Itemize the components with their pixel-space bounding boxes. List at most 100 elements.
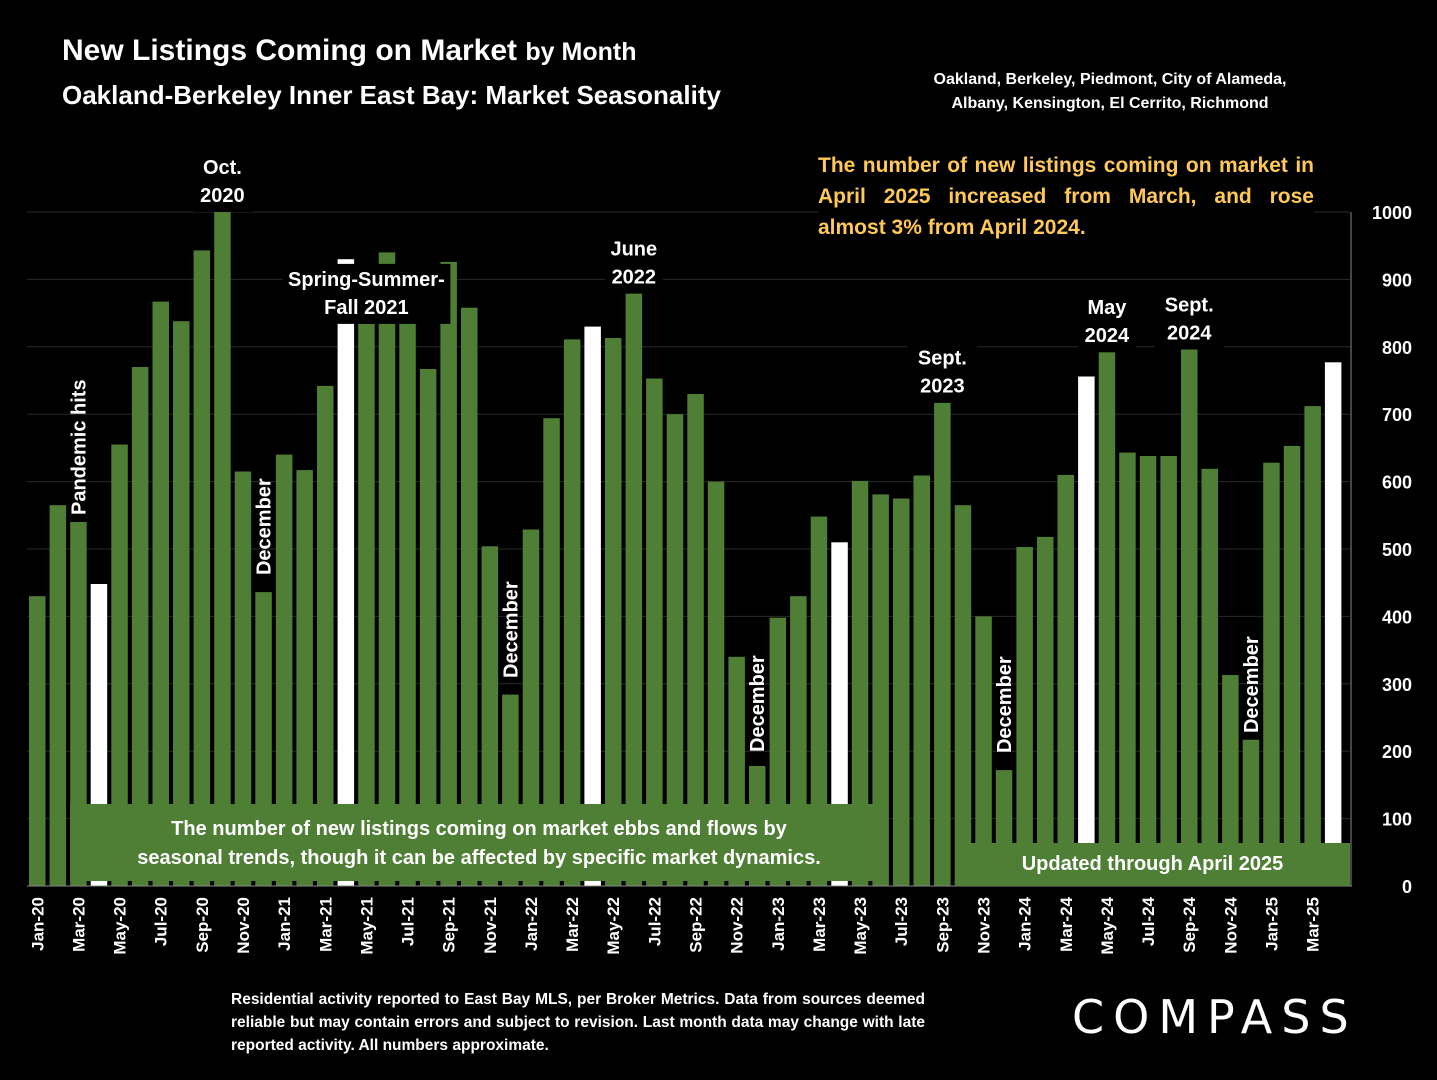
annotation-label: 2020	[200, 185, 245, 207]
x-tick-label: Jan-23	[769, 897, 788, 951]
bar-mar-21	[317, 385, 334, 886]
x-tick-label: Jan-22	[522, 897, 541, 951]
bar-may-23	[851, 480, 869, 886]
x-tick-label: Nov-22	[728, 897, 747, 954]
bar-jul-24	[1139, 456, 1157, 886]
x-tick-label: Jul-20	[152, 897, 171, 946]
region-line-2: Albany, Kensington, El Cerrito, Richmond	[951, 95, 1269, 112]
bar-apr-25	[1324, 362, 1342, 886]
bar-nov-21	[481, 546, 499, 886]
annotation-vertical: December	[747, 655, 769, 752]
annotation-bg	[907, 342, 977, 403]
bar-aug-21	[419, 369, 437, 886]
bar-jan-21	[275, 454, 293, 886]
annotation-bg	[1077, 292, 1136, 353]
y-tick-label: 400	[1382, 607, 1412, 627]
annotation-label: Spring-Summer-	[288, 269, 445, 291]
bar-mar-22	[563, 339, 581, 886]
compass-logo: COMPASS	[1072, 990, 1358, 1044]
bar-jan-20	[29, 596, 46, 886]
annotation-bg	[1154, 289, 1224, 350]
page-title: New Listings Coming on Market by Month	[62, 34, 636, 68]
x-tick-label: Mar-25	[1304, 897, 1323, 952]
x-tick-label: Nov-23	[975, 897, 994, 954]
updated-through-box: Updated through April 2025	[955, 843, 1350, 886]
y-tick-label: 500	[1382, 540, 1412, 560]
bar-mar-25	[1304, 406, 1321, 886]
bar-jun-23	[872, 494, 889, 886]
bar-aug-23	[913, 475, 930, 886]
bar-jan-25	[1263, 462, 1280, 886]
x-tick-label: Mar-23	[810, 897, 829, 952]
x-tick-label: Jul-24	[1139, 896, 1158, 946]
bar-jul-21	[399, 265, 416, 886]
bar-nov-24	[1222, 675, 1239, 886]
bar-feb-20	[49, 505, 67, 886]
region-line-1: Oakland, Berkeley, Piedmont, City of Ala…	[933, 71, 1287, 88]
x-tick-label: Jul-22	[645, 897, 664, 946]
bar-jun-21	[378, 252, 396, 886]
bar-may-22	[605, 338, 622, 886]
bar-jan-24	[1016, 547, 1033, 886]
bar-apr-23	[831, 542, 848, 886]
x-tick-label: Mar-21	[316, 897, 335, 952]
annotation-bg	[604, 233, 663, 294]
bar-aug-20	[173, 321, 190, 886]
y-tick-label: 600	[1382, 473, 1412, 493]
x-tick-label: Sep-23	[933, 897, 952, 953]
y-tick-label: 300	[1382, 675, 1412, 695]
annotation-label: 2024	[1085, 325, 1130, 347]
bar-nov-23	[975, 616, 992, 886]
y-tick-label: 200	[1382, 742, 1412, 762]
bar-jul-23	[893, 498, 910, 886]
x-tick-label: Nov-20	[234, 897, 253, 954]
bar-oct-20	[214, 212, 231, 886]
y-tick-label: 700	[1382, 405, 1412, 425]
x-tick-label: May-21	[357, 897, 376, 955]
x-tick-label: Jan-24	[1016, 896, 1035, 950]
bar-mar-20	[70, 522, 87, 886]
annotation-vertical: December	[1241, 636, 1263, 733]
x-tick-label: Sep-24	[1180, 896, 1199, 952]
annotation-vertical: December	[994, 656, 1016, 753]
annotation-vertical: December	[254, 478, 276, 575]
x-tick-label: Jul-23	[892, 897, 911, 946]
x-tick-label: Jul-21	[399, 897, 418, 946]
x-tick-label: Sep-21	[440, 897, 459, 953]
annotation-label: Sept.	[1165, 294, 1214, 316]
bar-aug-24	[1160, 456, 1177, 886]
bar-may-21	[358, 323, 375, 886]
x-tick-label: May-20	[111, 897, 130, 955]
region-list: Oakland, Berkeley, Piedmont, City of Ala…	[880, 68, 1340, 116]
annotation-label: June	[610, 239, 657, 261]
annotation-vertical: Pandemic hits	[68, 379, 90, 515]
annotation-label: 2022	[612, 267, 657, 289]
y-tick-label: 0	[1402, 877, 1412, 897]
x-tick-label: Sep-22	[687, 897, 706, 953]
bar-may-24	[1098, 352, 1116, 886]
x-tick-label: Mar-20	[69, 897, 88, 952]
annotation-label: 2024	[1167, 322, 1212, 344]
x-tick-label: Mar-24	[1057, 896, 1076, 951]
seasonality-note-line-1: The number of new listings coming on mar…	[171, 818, 787, 840]
annotation-label: Fall 2021	[324, 297, 409, 319]
x-tick-label: May-24	[1098, 896, 1117, 954]
x-tick-label: Mar-22	[563, 897, 582, 952]
bar-jun-20	[131, 367, 149, 886]
seasonality-note-box: The number of new listings coming on mar…	[70, 804, 888, 881]
bar-aug-22	[666, 414, 684, 886]
y-tick-label: 900	[1382, 270, 1412, 290]
bar-apr-24	[1078, 376, 1095, 886]
x-tick-label: May-22	[604, 897, 623, 955]
bar-jun-24	[1119, 452, 1136, 886]
x-tick-label: Jan-20	[28, 897, 47, 951]
page-subtitle: Oakland-Berkeley Inner East Bay: Market …	[62, 80, 721, 110]
bar-oct-21	[461, 307, 478, 886]
y-tick-label: 800	[1382, 338, 1412, 358]
bar-apr-21	[337, 259, 355, 886]
x-tick-label: Sep-20	[193, 897, 212, 953]
bar-mar-23	[810, 516, 828, 886]
bar-feb-25	[1283, 445, 1301, 886]
annotation-label: Sept.	[918, 348, 967, 370]
